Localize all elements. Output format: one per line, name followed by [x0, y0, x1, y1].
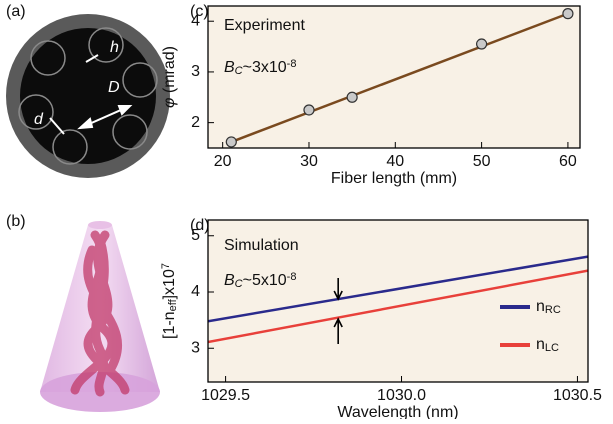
- text-part: C: [235, 65, 243, 77]
- text-part: Simulation: [224, 237, 299, 254]
- text-part: 7: [160, 263, 172, 269]
- legend-label: nRC: [536, 298, 561, 316]
- panel-label: (b): [6, 213, 26, 230]
- text-part: φ: [161, 98, 178, 108]
- text-part: n: [536, 336, 545, 353]
- text-part: B: [224, 272, 235, 289]
- x-axis-label: Wavelength (nm): [337, 404, 458, 419]
- annotation: Experiment: [224, 17, 305, 34]
- text-part: [1-n: [161, 311, 178, 339]
- y-tick-label: 3: [191, 339, 200, 356]
- y-tick-label: 5: [191, 227, 200, 244]
- y-tick-label: 4: [191, 283, 200, 300]
- panel-label: (d): [190, 217, 210, 234]
- fiber-illustration: [40, 221, 160, 412]
- panel-label: (a): [6, 3, 26, 20]
- data-line: [208, 269, 588, 344]
- text-part: (mrad): [161, 46, 178, 98]
- data-point: [225, 136, 237, 148]
- y-tick-label: 2: [191, 114, 200, 131]
- y-tick-label: 3: [191, 63, 200, 80]
- data-point: [562, 8, 574, 20]
- data-line: [230, 12, 569, 144]
- arrow: [333, 317, 343, 344]
- x-axis-label: Fiber length (mm): [331, 170, 457, 187]
- legend-label: nLC: [536, 336, 559, 354]
- annotation: h: [110, 39, 119, 56]
- text-part: C: [235, 278, 243, 290]
- annotation: d: [34, 111, 44, 128]
- annotation: BC~3x10-8: [224, 58, 296, 78]
- plot-frame: [207, 5, 581, 149]
- arrow: [333, 278, 343, 301]
- plot-frame: [207, 219, 589, 383]
- y-axis-label: [1-neff]x107: [160, 263, 180, 339]
- text-part: eff: [167, 298, 179, 311]
- x-tick-label: 1029.5: [201, 387, 250, 404]
- x-tick-label: 50: [473, 153, 491, 170]
- annotation: D: [108, 79, 120, 96]
- annotation: Simulation: [224, 237, 299, 254]
- panel-label: (c): [190, 3, 209, 20]
- plot-area: [208, 6, 580, 148]
- text-part: ~5x10: [243, 272, 287, 289]
- y-tick-label: 4: [191, 12, 200, 29]
- y-axis-label: φ (mrad): [161, 46, 178, 108]
- data-line: [208, 255, 588, 323]
- plot-area: [208, 220, 588, 382]
- x-tick-label: 20: [214, 153, 232, 170]
- text-part: -8: [287, 271, 297, 283]
- text-part: Experiment: [224, 17, 305, 34]
- annotation: BC~5x10-8: [224, 271, 296, 291]
- text-part: -8: [287, 58, 297, 70]
- series-group: [230, 12, 569, 144]
- x-tick-label: 60: [559, 153, 577, 170]
- data-point: [303, 104, 315, 116]
- fiber-cross-section: h D d: [6, 14, 170, 178]
- data-point: [476, 38, 488, 50]
- x-tick-label: 40: [386, 153, 404, 170]
- text-part: RC: [545, 304, 561, 316]
- text-part: ]x10: [161, 269, 178, 299]
- x-tick-label: 30: [300, 153, 318, 170]
- text-part: LC: [545, 342, 559, 354]
- series-group: [208, 255, 588, 344]
- x-tick-label: 1030.5: [553, 387, 602, 404]
- text-part: n: [536, 298, 545, 315]
- data-point: [346, 91, 358, 103]
- x-tick-label: 1030.0: [377, 387, 426, 404]
- text-part: B: [224, 59, 235, 76]
- text-part: ~3x10: [243, 59, 287, 76]
